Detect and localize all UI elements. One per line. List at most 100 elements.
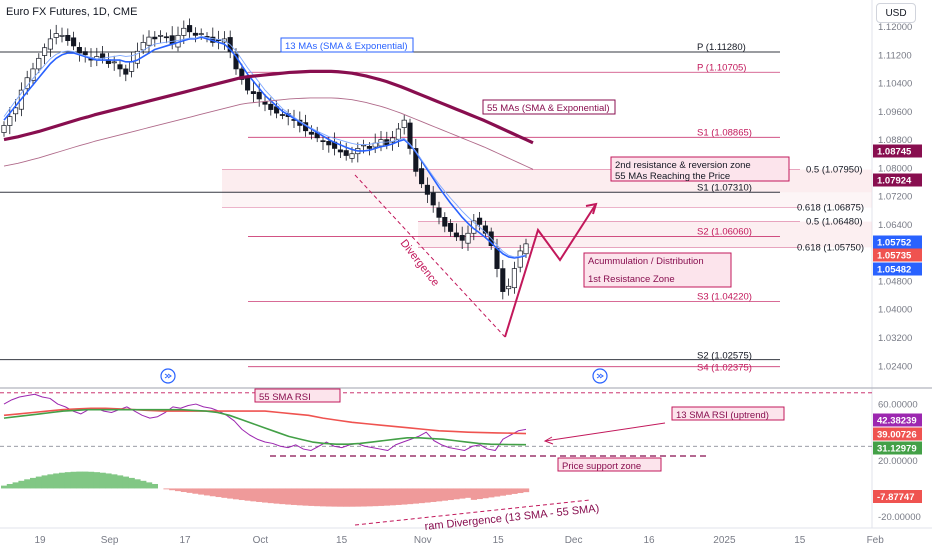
rsi-sma13-line bbox=[3, 407, 527, 435]
histogram-bar bbox=[76, 471, 83, 489]
candle bbox=[192, 27, 198, 43]
candle-body bbox=[192, 32, 198, 36]
histogram-bar bbox=[430, 488, 437, 502]
price-tick-label: 1.06400 bbox=[878, 220, 912, 231]
histogram-bar bbox=[459, 488, 466, 499]
candle-body bbox=[42, 47, 48, 56]
histogram-bar bbox=[250, 488, 257, 502]
candle-body bbox=[506, 285, 512, 290]
candle bbox=[430, 186, 436, 213]
histogram-bar bbox=[441, 488, 448, 501]
histogram-bar bbox=[262, 488, 269, 503]
histogram-divergence-line bbox=[354, 499, 591, 526]
candle bbox=[465, 225, 471, 251]
candle bbox=[187, 18, 193, 40]
histogram-bar bbox=[59, 472, 66, 489]
price-tick-label: 1.03200 bbox=[878, 333, 912, 344]
replay-icon-glyph bbox=[596, 373, 604, 379]
histogram-bar bbox=[244, 488, 251, 501]
histogram-bar bbox=[192, 488, 199, 494]
histogram-bar bbox=[372, 488, 379, 507]
candle bbox=[13, 99, 19, 122]
price-tick-label: 1.12000 bbox=[878, 22, 912, 33]
candle-body bbox=[395, 128, 401, 140]
rsi-badge-label: 31.12979 bbox=[877, 444, 917, 455]
histogram-bar bbox=[93, 472, 100, 489]
histogram-bar bbox=[215, 488, 222, 498]
price-tick-label: 1.02400 bbox=[878, 361, 912, 372]
candle-body bbox=[117, 64, 123, 70]
rsi55-note-text: 55 SMA RSI bbox=[259, 392, 311, 403]
price-badge-label: 1.05735 bbox=[877, 251, 912, 262]
histogram-bar bbox=[482, 488, 489, 499]
support-note-text: Price support zone bbox=[562, 461, 641, 472]
candle bbox=[42, 43, 48, 65]
candle-body bbox=[482, 225, 488, 234]
candle-body bbox=[442, 217, 448, 227]
price-badge bbox=[873, 173, 922, 187]
ma13-note-box bbox=[280, 37, 414, 53]
time-tick-label: Nov bbox=[414, 535, 432, 546]
price-badge bbox=[873, 144, 922, 158]
histogram-bar bbox=[401, 488, 408, 505]
candle-body bbox=[517, 250, 523, 268]
candle bbox=[442, 212, 448, 233]
histogram-bar bbox=[151, 483, 158, 489]
histogram-bar bbox=[378, 488, 385, 506]
time-tick-label: 15 bbox=[336, 535, 348, 546]
histogram-bar bbox=[122, 476, 129, 489]
histogram-bar bbox=[523, 488, 530, 493]
currency-button[interactable]: USD bbox=[876, 3, 916, 23]
histogram-bar bbox=[30, 477, 37, 489]
candle-body bbox=[465, 232, 471, 244]
histogram-bar bbox=[291, 488, 298, 505]
candle bbox=[82, 47, 88, 63]
candle-body bbox=[268, 103, 274, 110]
candle bbox=[59, 27, 65, 43]
candle-body bbox=[343, 150, 349, 156]
histogram-bar bbox=[302, 488, 309, 506]
candle bbox=[506, 278, 512, 296]
histogram-bar bbox=[366, 488, 373, 507]
histogram-bar bbox=[180, 488, 187, 493]
histogram-bar bbox=[337, 488, 344, 507]
accumulation-note-text: 1st Resistance Zone bbox=[588, 274, 675, 285]
candle bbox=[448, 219, 454, 237]
candle bbox=[419, 159, 425, 189]
rsi-badge bbox=[873, 441, 922, 455]
histogram-bar bbox=[517, 488, 524, 494]
candle-body bbox=[401, 119, 407, 128]
candle bbox=[65, 28, 71, 46]
rsi-badge bbox=[873, 413, 922, 427]
candle-body bbox=[181, 27, 187, 36]
candle-body bbox=[239, 68, 245, 80]
candle-body bbox=[453, 232, 459, 238]
histogram-bar bbox=[53, 473, 60, 489]
histogram-bar bbox=[296, 488, 303, 506]
candle-body bbox=[337, 149, 343, 153]
candle bbox=[239, 63, 245, 85]
histogram-bar bbox=[389, 488, 396, 506]
candle-body bbox=[53, 33, 59, 38]
candle-body bbox=[326, 141, 332, 146]
histogram-bar bbox=[12, 482, 19, 489]
candle-body bbox=[163, 36, 169, 39]
candle bbox=[511, 261, 517, 294]
histogram-bar bbox=[465, 488, 472, 498]
candle bbox=[117, 59, 123, 77]
candle-body bbox=[511, 268, 517, 289]
candle-body bbox=[59, 34, 65, 37]
histogram-bar bbox=[494, 488, 501, 497]
histogram-bar bbox=[470, 488, 477, 500]
candle-body bbox=[13, 107, 19, 115]
candle bbox=[337, 141, 343, 158]
histogram-bar bbox=[221, 488, 228, 498]
candle bbox=[320, 135, 326, 151]
histogram-bar bbox=[499, 488, 506, 496]
candle-body bbox=[279, 114, 285, 116]
candle-body bbox=[349, 153, 355, 159]
candle-body bbox=[419, 168, 425, 185]
projection-path bbox=[504, 203, 597, 338]
